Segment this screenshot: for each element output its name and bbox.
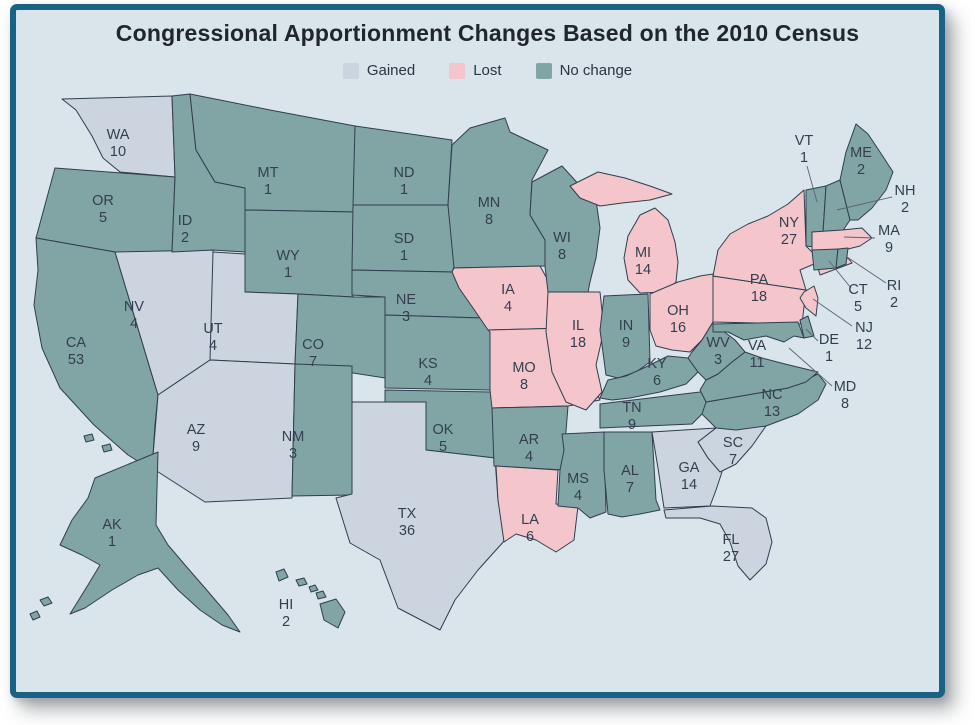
figure-frame	[10, 4, 945, 698]
legend-label-lost: Lost	[473, 62, 502, 79]
legend-item-gained: Gained	[342, 62, 416, 79]
map-title: Congressional Apportionment Changes Base…	[115, 20, 860, 46]
no-change-swatch	[535, 62, 552, 79]
gained-swatch	[342, 62, 359, 79]
legend: Gained Lost No change	[0, 62, 975, 79]
legend-label-no-change: No change	[559, 62, 633, 79]
lost-swatch	[449, 62, 466, 79]
legend-item-lost: Lost	[449, 62, 502, 79]
legend-label-gained: Gained	[366, 62, 416, 79]
legend-item-no-change: No change	[535, 62, 633, 79]
